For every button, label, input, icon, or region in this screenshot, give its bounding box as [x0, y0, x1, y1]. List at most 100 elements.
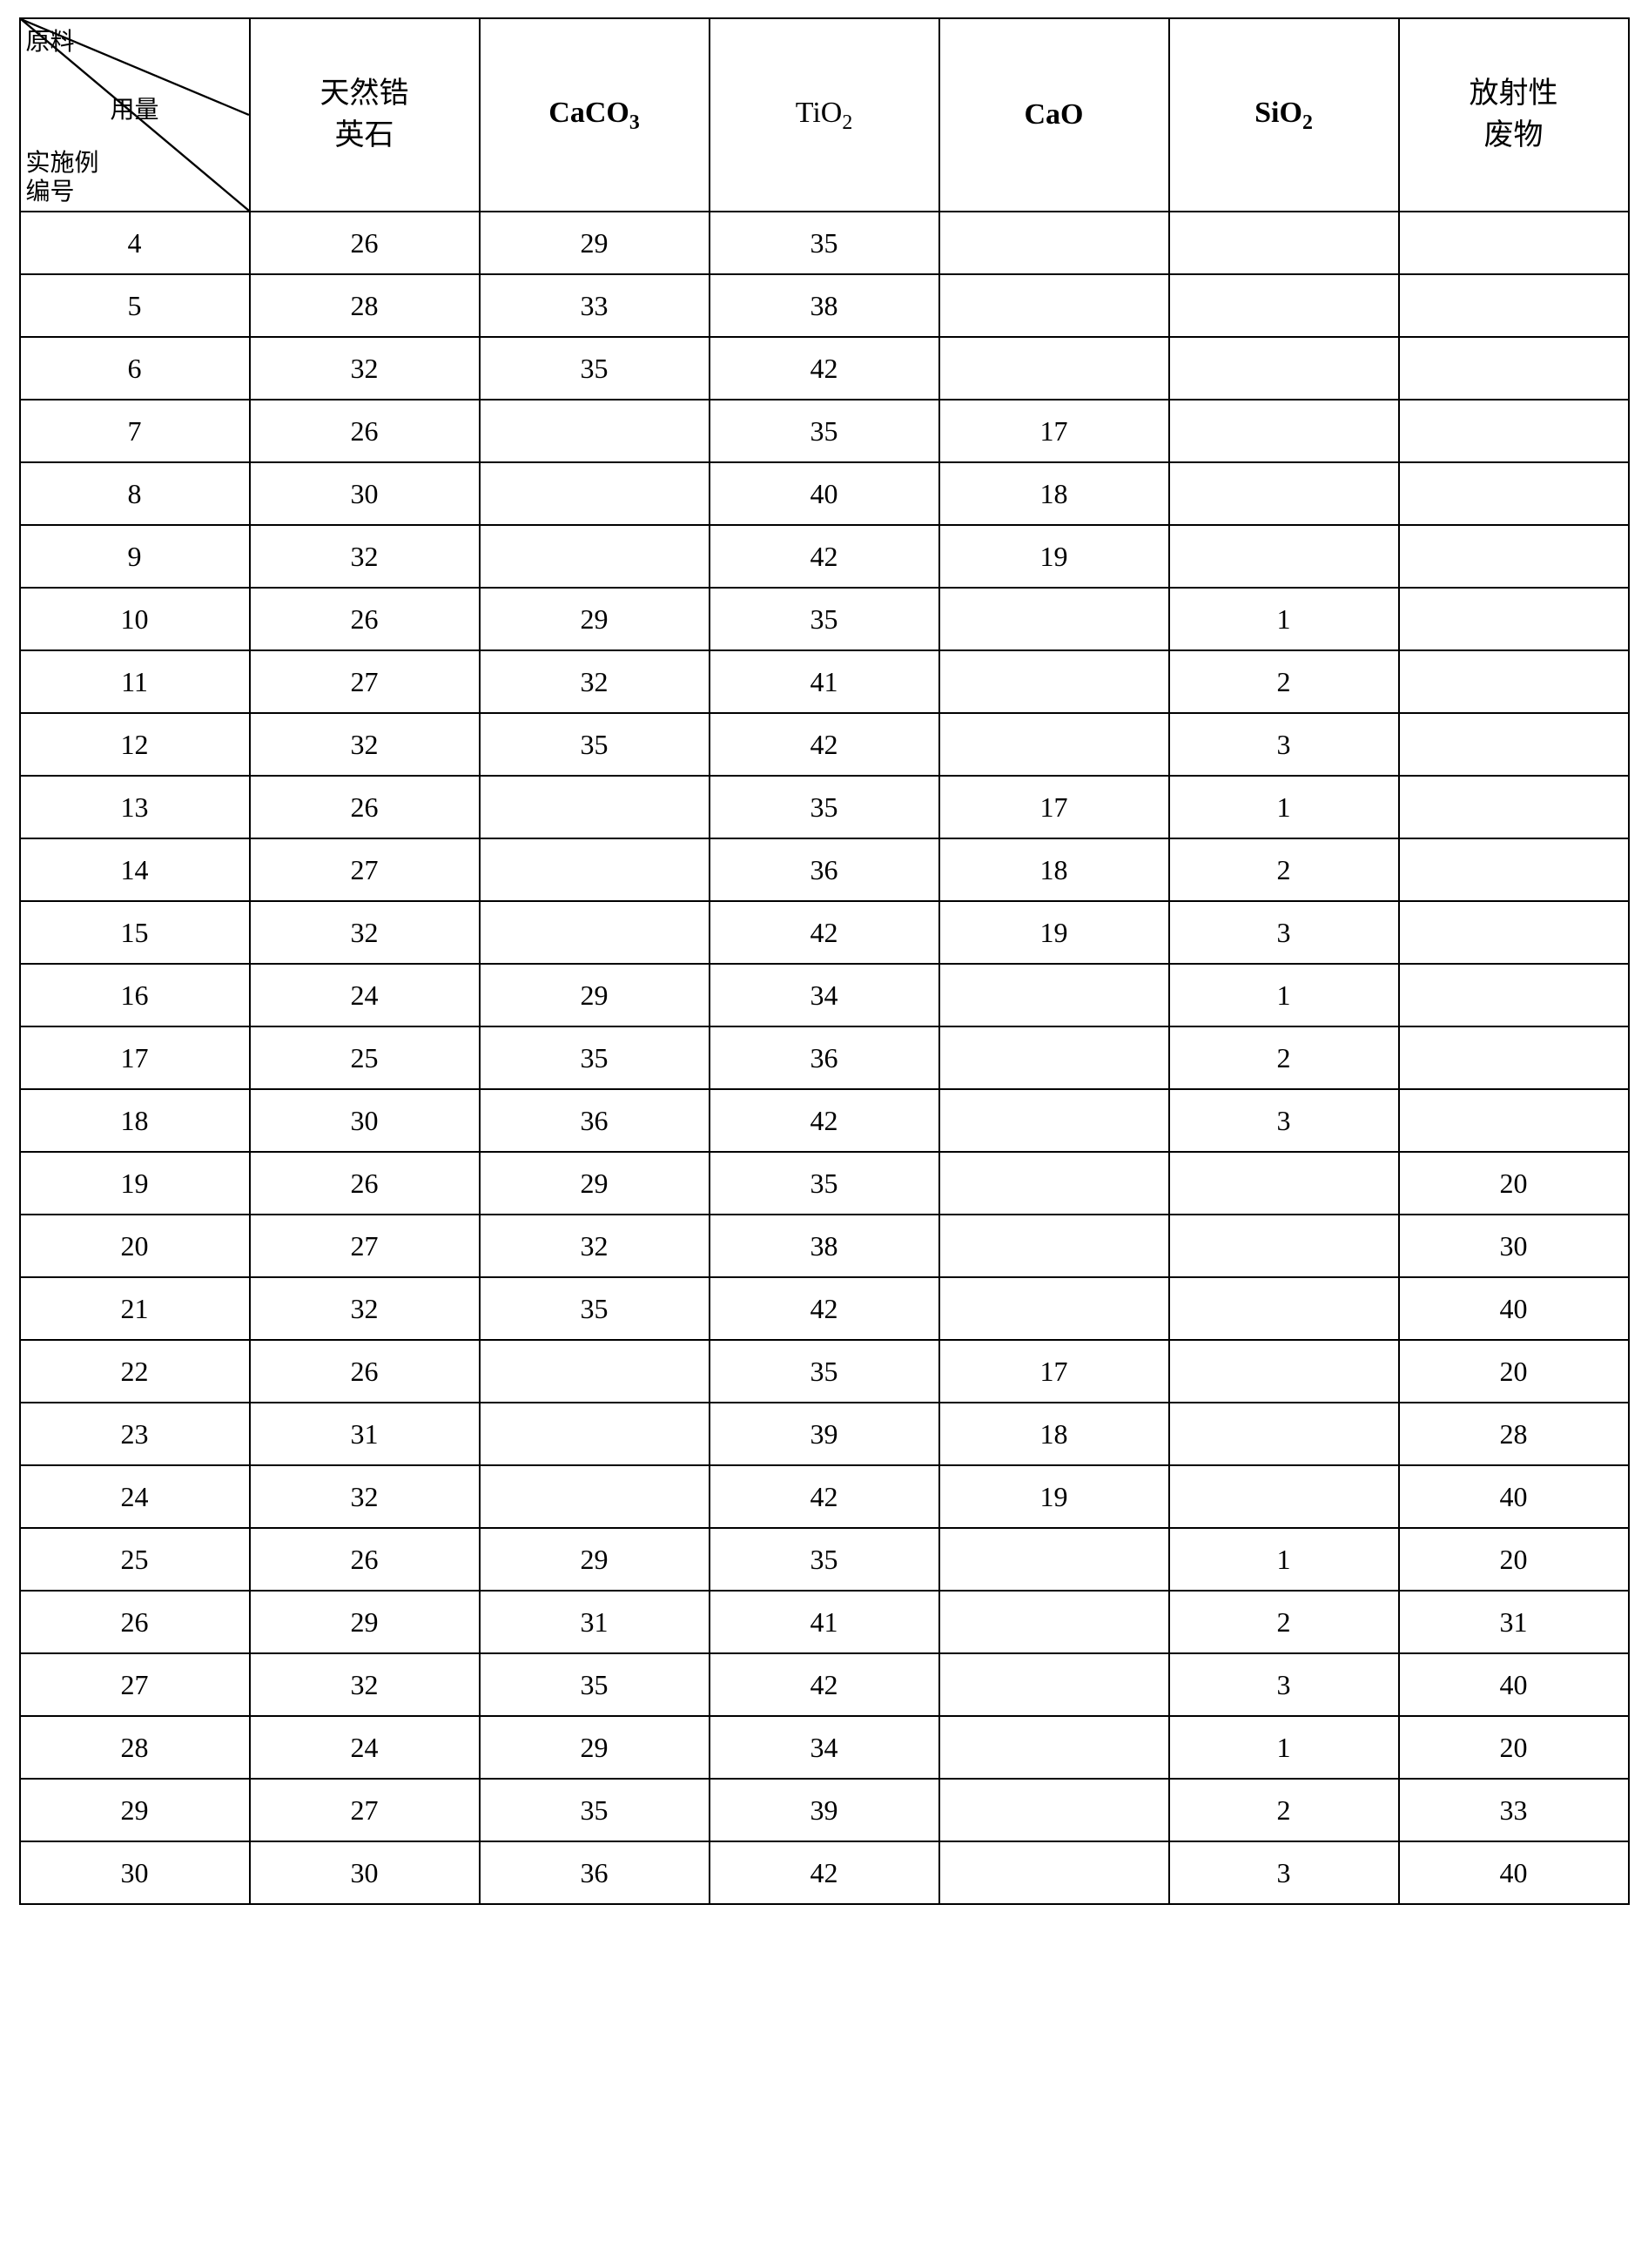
table-cell: 32 [480, 1215, 710, 1277]
col-header-tio2: TiO2 [710, 18, 939, 212]
table-cell [939, 1591, 1169, 1653]
table-cell: 32 [250, 1277, 480, 1340]
table-cell [939, 1779, 1169, 1841]
table-cell: 35 [480, 713, 710, 776]
table-cell [1169, 1465, 1399, 1528]
table-cell: 29 [250, 1591, 480, 1653]
materials-table: 原料 用量 实施例 编号 天然锆 英石 CaCO3 TiO2 [19, 17, 1630, 1905]
table-cell: 39 [710, 1779, 939, 1841]
table-cell: 32 [250, 525, 480, 588]
col-header-zircon: 天然锆 英石 [250, 18, 480, 212]
table-cell [480, 776, 710, 838]
table-cell: 30 [250, 1089, 480, 1152]
table-cell [1399, 1089, 1629, 1152]
table-cell: 17 [939, 1340, 1169, 1403]
table-cell: 31 [1399, 1591, 1629, 1653]
table-cell [480, 1340, 710, 1403]
table-cell: 36 [480, 1841, 710, 1904]
table-cell: 2 [1169, 838, 1399, 901]
table-cell: 35 [710, 776, 939, 838]
table-row: 172535362 [20, 1026, 1629, 1089]
table-cell [939, 1841, 1169, 1904]
table-cell: 19 [939, 525, 1169, 588]
table-cell: 35 [710, 1528, 939, 1591]
table-cell: 42 [710, 525, 939, 588]
table-cell: 35 [710, 1152, 939, 1215]
table-cell: 16 [20, 964, 250, 1026]
table-cell [939, 274, 1169, 337]
table-cell: 42 [710, 1653, 939, 1716]
diag-label-middle: 用量 [110, 91, 158, 125]
table-cell: 35 [480, 337, 710, 400]
table-cell: 36 [710, 1026, 939, 1089]
table-cell: 40 [1399, 1465, 1629, 1528]
table-cell: 39 [710, 1403, 939, 1465]
table-cell: 13 [20, 776, 250, 838]
table-cell: 27 [250, 1779, 480, 1841]
table-cell: 29 [480, 964, 710, 1026]
table-cell: 29 [20, 1779, 250, 1841]
table-cell: 24 [20, 1465, 250, 1528]
table-cell: 29 [480, 588, 710, 650]
table-row: 6323542 [20, 337, 1629, 400]
table-cell: 30 [250, 462, 480, 525]
table-cell: 26 [250, 400, 480, 462]
table-cell: 2 [1169, 1779, 1399, 1841]
table-cell: 40 [710, 462, 939, 525]
table-cell: 1 [1169, 776, 1399, 838]
table-row: 2027323830 [20, 1215, 1629, 1277]
table-cell [1169, 400, 1399, 462]
table-cell [1399, 212, 1629, 274]
table-cell [939, 1215, 1169, 1277]
table-cell: 19 [939, 901, 1169, 964]
col-header-sio2: SiO2 [1169, 18, 1399, 212]
table-cell: 31 [480, 1591, 710, 1653]
table-cell [480, 462, 710, 525]
table-cell: 35 [710, 1340, 939, 1403]
table-cell [1169, 462, 1399, 525]
table-cell: 27 [20, 1653, 250, 1716]
table-cell: 18 [939, 838, 1169, 901]
diag-label-top: 原料 [26, 23, 75, 57]
table-cell: 41 [710, 1591, 939, 1653]
table-cell: 40 [1399, 1277, 1629, 1340]
table-row: 5283338 [20, 274, 1629, 337]
table-cell: 20 [1399, 1340, 1629, 1403]
table-cell: 1 [1169, 1716, 1399, 1779]
table-cell: 20 [20, 1215, 250, 1277]
table-cell: 32 [250, 713, 480, 776]
table-cell: 18 [939, 1403, 1169, 1465]
table-cell [1399, 1026, 1629, 1089]
table-cell: 33 [1399, 1779, 1629, 1841]
table-cell: 1 [1169, 1528, 1399, 1591]
table-row: 28242934120 [20, 1716, 1629, 1779]
table-cell: 34 [710, 964, 939, 1026]
table-cell [939, 713, 1169, 776]
table-cell: 26 [250, 212, 480, 274]
table-cell: 41 [710, 650, 939, 713]
table-cell: 27 [250, 650, 480, 713]
table-cell: 32 [250, 337, 480, 400]
table-cell [1399, 713, 1629, 776]
table-cell [939, 1277, 1169, 1340]
table-cell: 17 [20, 1026, 250, 1089]
table-row: 183036423 [20, 1089, 1629, 1152]
table-cell: 3 [1169, 901, 1399, 964]
table-cell: 11 [20, 650, 250, 713]
table-cell [1399, 776, 1629, 838]
table-cell: 36 [710, 838, 939, 901]
table-row: 26293141231 [20, 1591, 1629, 1653]
table-cell: 38 [710, 1215, 939, 1277]
table-cell: 28 [20, 1716, 250, 1779]
table-row: 27323542340 [20, 1653, 1629, 1716]
table-row: 7263517 [20, 400, 1629, 462]
table-cell: 42 [710, 1089, 939, 1152]
table-cell: 27 [250, 838, 480, 901]
table-cell: 26 [250, 1340, 480, 1403]
table-cell [480, 1403, 710, 1465]
table-row: 162429341 [20, 964, 1629, 1026]
table-cell: 12 [20, 713, 250, 776]
table-body: 4262935528333863235427263517830401893242… [20, 212, 1629, 1904]
table-row: 153242193 [20, 901, 1629, 964]
table-cell [1399, 400, 1629, 462]
